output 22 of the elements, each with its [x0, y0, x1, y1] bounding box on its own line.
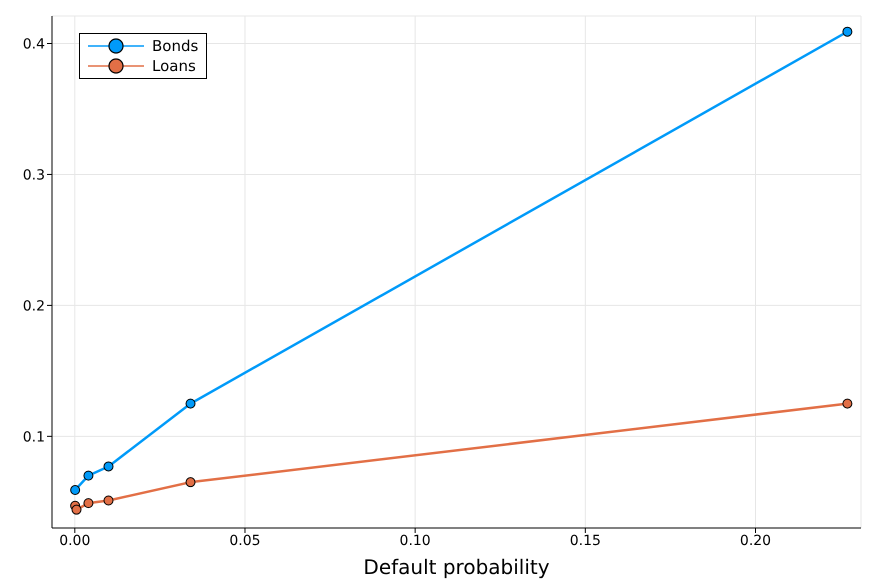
point	[72, 504, 82, 515]
x-tick-label: 0.20	[740, 532, 772, 549]
legend-label: Loans	[152, 57, 196, 75]
x-tick-label: 0.05	[229, 532, 261, 549]
point	[186, 477, 196, 488]
point	[70, 485, 80, 496]
x-tick-label: 0.00	[59, 532, 90, 549]
x-axis-title: Default probability	[363, 555, 550, 579]
point	[842, 398, 852, 409]
point	[186, 398, 196, 409]
y-tick-label: 0.1	[22, 429, 45, 446]
point	[103, 496, 114, 506]
y-tick-label: 0.3	[22, 167, 45, 184]
point	[83, 498, 94, 508]
y-tick-label: 0.2	[22, 298, 45, 314]
legend-label: Bonds	[152, 37, 198, 55]
x-tick-label: 0.10	[400, 532, 431, 549]
point	[103, 461, 114, 472]
point	[842, 26, 852, 37]
x-tick-label: 0.15	[570, 532, 601, 549]
point	[83, 470, 94, 481]
y-tick-label: 0.4	[22, 36, 46, 52]
